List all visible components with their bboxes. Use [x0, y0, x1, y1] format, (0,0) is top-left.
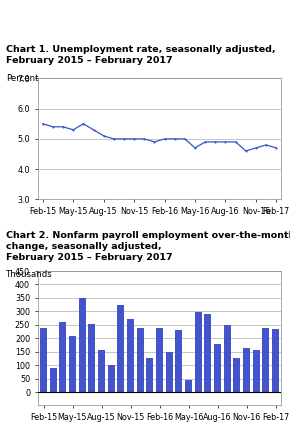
Bar	[88, 324, 95, 392]
Bar	[233, 358, 240, 392]
Bar	[137, 328, 144, 392]
Text: Chart 1. Unemployment rate, seasonally adjusted,
February 2015 – February 2017: Chart 1. Unemployment rate, seasonally a…	[6, 45, 276, 65]
Bar	[50, 368, 57, 392]
Bar	[185, 380, 192, 392]
Text: Percent: Percent	[6, 74, 38, 83]
Bar	[79, 298, 86, 392]
Bar	[214, 344, 221, 392]
Bar	[59, 322, 66, 392]
Text: Chart 2. Nonfarm payroll employment over-the-month
change, seasonally adjusted,
: Chart 2. Nonfarm payroll employment over…	[6, 231, 290, 262]
Bar	[127, 319, 134, 392]
Bar	[108, 365, 115, 392]
Bar	[272, 329, 279, 392]
Bar	[224, 325, 231, 392]
Bar	[175, 330, 182, 392]
Bar	[117, 306, 124, 392]
Bar	[98, 350, 105, 392]
Bar	[40, 328, 47, 392]
Bar	[146, 358, 153, 392]
Bar	[166, 352, 173, 392]
Bar	[195, 312, 202, 392]
Bar	[253, 350, 260, 392]
Bar	[262, 328, 269, 392]
Bar	[204, 314, 211, 392]
Text: Thousands: Thousands	[6, 270, 52, 279]
Bar	[243, 349, 250, 392]
Bar	[156, 328, 163, 392]
Bar	[69, 336, 76, 392]
